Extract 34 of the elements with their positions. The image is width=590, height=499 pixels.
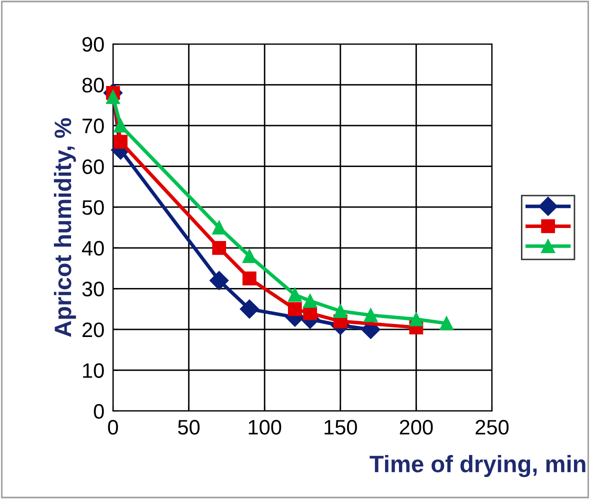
point — [242, 249, 256, 263]
point — [364, 308, 378, 322]
point — [210, 270, 229, 290]
x-tick-label: 0 — [108, 420, 118, 435]
point — [288, 302, 302, 316]
y-tick-label: 70 — [82, 118, 104, 134]
point — [114, 118, 128, 132]
point — [333, 304, 348, 318]
y-tick-label: 10 — [83, 363, 104, 378]
y-tick-label: 30 — [82, 282, 104, 296]
y-tick-label: 90 — [82, 37, 104, 52]
x-tick-label: 50 — [178, 420, 200, 435]
x-tick-label: 200 — [400, 420, 433, 435]
x-tick-label: 250 — [476, 420, 509, 435]
point — [106, 90, 120, 104]
y-tick-label: 0 — [94, 404, 104, 419]
point — [242, 272, 256, 286]
x-tick-label: 100 — [248, 420, 282, 435]
y-tick-label: 40 — [82, 240, 104, 256]
point — [409, 312, 424, 326]
point — [440, 316, 454, 330]
point — [212, 220, 226, 234]
point — [303, 294, 318, 308]
y-axis-title: Apricot humidity, % — [54, 118, 76, 337]
point — [114, 134, 128, 149]
point — [288, 288, 302, 302]
y-tick-label: 80 — [82, 78, 104, 93]
x-tick-label: 150 — [324, 420, 357, 435]
y-tick-label: 50 — [82, 200, 104, 215]
point — [212, 240, 226, 255]
x-axis-title: Time of drying, min — [370, 455, 586, 478]
point — [240, 300, 259, 319]
y-tick-label: 60 — [82, 159, 104, 174]
y-tick-label: 20 — [82, 322, 104, 338]
